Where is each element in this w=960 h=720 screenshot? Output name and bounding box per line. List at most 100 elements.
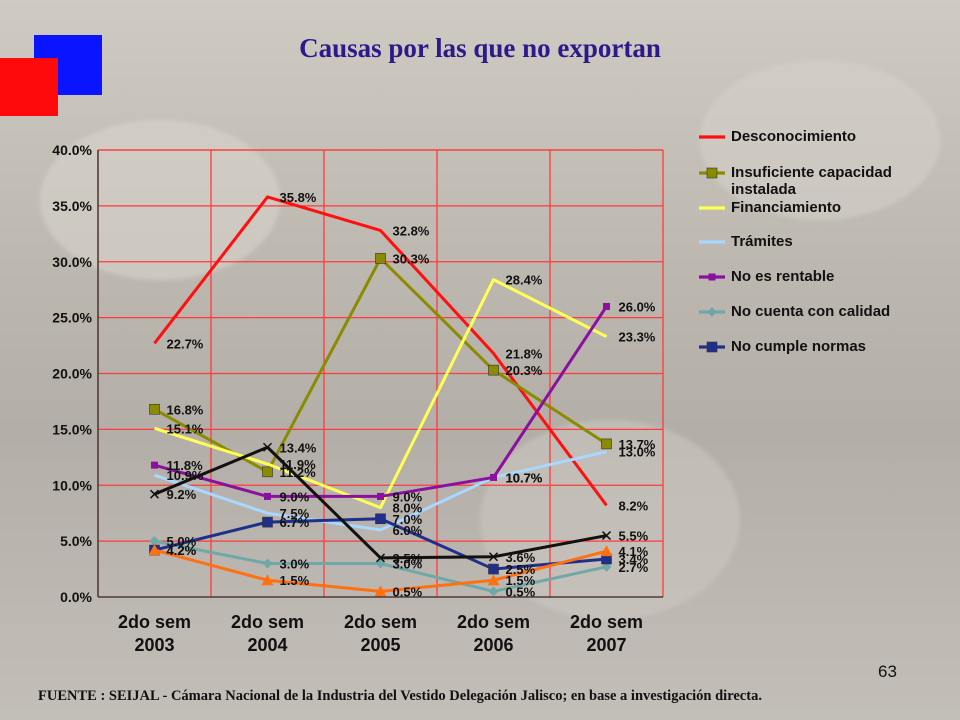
data-label: 35.8% (280, 190, 317, 205)
data-label: 32.8% (393, 223, 430, 238)
y-tick-label: 35.0% (52, 198, 92, 214)
series-line (154, 278, 608, 510)
data-label: 7.5% (280, 506, 310, 521)
x-tick-label: 2do sem (344, 612, 417, 632)
marker-triangle (261, 574, 274, 586)
data-label: 3.4% (619, 552, 649, 567)
marker-square (488, 563, 499, 575)
marker-x (601, 531, 612, 541)
data-label: 9.0% (280, 489, 310, 504)
data-label: 3.0% (393, 556, 423, 571)
marker-square (603, 302, 610, 310)
data-label: 23.3% (619, 330, 656, 345)
data-label: 6.7% (280, 515, 310, 530)
data-label: 0.5% (393, 584, 423, 599)
data-label: 4.2% (167, 543, 197, 558)
marker-triangle (600, 545, 613, 557)
data-label: 9.2% (167, 487, 197, 502)
marker-x (149, 489, 160, 499)
slide-title: Causas por las que no exportan (299, 33, 661, 63)
data-label: 9.0% (393, 489, 423, 504)
data-label: 13.7% (619, 437, 656, 452)
data-label: 22.7% (167, 336, 204, 351)
legend-label: Desconocimiento (731, 128, 857, 145)
x-tick-label: 2003 (134, 635, 174, 655)
data-label: 13.0% (619, 445, 656, 460)
marker-square (601, 438, 612, 450)
marker-diamond (488, 586, 499, 597)
x-tick-label: 2do sem (231, 612, 304, 632)
data-label: 30.3% (393, 251, 430, 266)
legend-label: Insuficiente capacidad instalada (731, 164, 892, 198)
marker-x (488, 552, 499, 562)
marker-square (375, 253, 386, 264)
data-label: 11.8% (167, 458, 204, 473)
data-label: 10.7% (506, 470, 543, 485)
series-line (154, 450, 607, 532)
marker-square (490, 473, 497, 481)
data-label: 4.2% (167, 543, 197, 558)
marker-diamond (707, 307, 717, 317)
marker-triangle (374, 585, 387, 597)
x-tick-label: 2004 (247, 635, 287, 655)
data-label: 1.5% (506, 573, 536, 588)
background-blur (480, 420, 740, 620)
x-tick-label: 2do sem (457, 612, 530, 632)
data-label: 5.5% (619, 529, 649, 544)
data-label: 26.0% (619, 299, 656, 314)
marker-square (488, 364, 499, 376)
marker-square (264, 492, 271, 500)
data-label: 11.9% (280, 457, 317, 472)
data-label: 3.0% (280, 556, 310, 571)
legend-label: Trámites (731, 233, 793, 250)
y-tick-label: 30.0% (52, 254, 92, 270)
source-footnote: FUENTE : SEIJAL - Cámara Nacional de la … (38, 688, 762, 704)
data-label: 5.0% (167, 534, 197, 549)
marker-x (375, 553, 386, 563)
x-tick-label: 2005 (360, 635, 400, 655)
data-label: 15.1% (167, 421, 204, 436)
data-label: 28.4% (506, 273, 543, 288)
data-label: 8.2% (619, 498, 649, 513)
marker-square (377, 492, 384, 500)
x-tick-label: 2006 (473, 635, 513, 655)
marker-square (262, 516, 273, 528)
y-tick-label: 5.0% (60, 533, 92, 549)
x-tick-label: 2do sem (118, 612, 191, 632)
background-blur (40, 120, 280, 280)
marker-x (262, 442, 273, 452)
y-tick-label: 10.0% (52, 477, 92, 493)
data-label: 13.4% (280, 440, 317, 455)
data-label: 10.9% (167, 468, 204, 483)
background-blur (700, 60, 940, 220)
decorative-red-square (0, 58, 58, 116)
data-label: 7.0% (393, 512, 423, 527)
marker-diamond (601, 561, 612, 572)
y-tick-label: 20.0% (52, 366, 92, 382)
marker-triangle (148, 544, 161, 556)
marker-diamond (375, 558, 386, 569)
data-label: 8.0% (393, 501, 423, 516)
legend-label: No cumple normas (731, 338, 867, 355)
marker-square (151, 461, 158, 469)
data-label: 0.5% (506, 584, 536, 599)
y-tick-label: 0.0% (60, 589, 92, 605)
data-label: 21.8% (506, 346, 543, 361)
data-label: 6.0% (393, 523, 423, 538)
legend-label: No cuenta con calidad (731, 303, 891, 320)
marker-square (706, 167, 718, 179)
x-tick-label: 2do sem (570, 612, 643, 632)
marker-diamond (149, 536, 160, 547)
series-line (153, 195, 608, 507)
page-number: 63 (878, 662, 897, 681)
data-label: 1.5% (280, 573, 310, 588)
y-tick-label: 40.0% (52, 142, 92, 158)
data-label: 20.3% (506, 363, 543, 378)
data-label: 2.7% (619, 560, 649, 575)
data-label: 11.2% (280, 465, 317, 480)
data-label: 16.8% (167, 402, 204, 417)
marker-square (262, 466, 273, 478)
y-tick-label: 25.0% (52, 310, 92, 326)
data-label: 4.1% (619, 544, 649, 559)
